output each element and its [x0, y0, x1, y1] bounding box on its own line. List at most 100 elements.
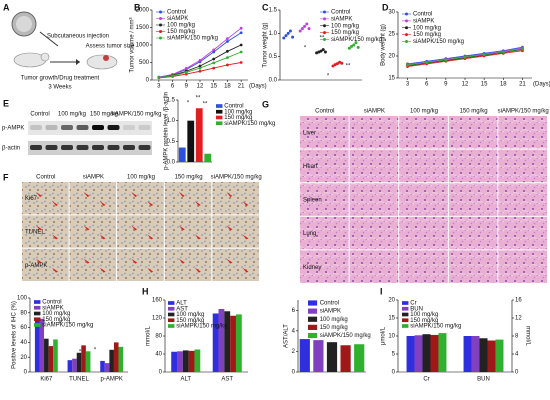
- point: [482, 53, 486, 57]
- point: [239, 31, 243, 35]
- legend-swatch: [216, 109, 223, 114]
- micrograph: [212, 248, 259, 281]
- bar: [230, 315, 236, 372]
- blot-band: [76, 145, 89, 150]
- y-tick-label: 25: [388, 32, 395, 38]
- arrow-marker: [83, 225, 90, 231]
- point: [239, 50, 243, 54]
- significance: *: [79, 350, 82, 356]
- schematic-text: Assess tumor size: [86, 44, 135, 50]
- legend-swatch: [402, 301, 409, 305]
- row-label: p-AMPK: [25, 263, 47, 269]
- x-unit: (Days): [249, 84, 267, 90]
- point: [319, 49, 323, 53]
- micrograph: [300, 183, 349, 216]
- legend-swatch: [168, 324, 175, 328]
- point: [282, 36, 286, 40]
- point: [331, 64, 335, 68]
- column-label: 100 mg/kg: [410, 109, 438, 115]
- point: [323, 50, 327, 54]
- micrograph: [399, 183, 448, 216]
- blot-band: [45, 125, 58, 130]
- schematic: A Subcutaneous injection Assess tumor si…: [3, 2, 135, 90]
- legend-swatch: [308, 332, 318, 339]
- legend-label: Control: [167, 10, 186, 16]
- x-tick-label: 18: [224, 84, 231, 90]
- point: [212, 61, 216, 65]
- significance: **: [196, 96, 201, 102]
- blot-band: [123, 125, 135, 130]
- arrow-marker: [99, 267, 106, 273]
- bar: [118, 346, 124, 372]
- significance: *: [94, 348, 97, 354]
- panel-label: F: [3, 172, 9, 182]
- point: [239, 43, 243, 47]
- arrow-marker: [147, 267, 154, 273]
- x-tick-label: 18: [500, 82, 507, 88]
- legend-label: siAMPK: [320, 309, 341, 315]
- arrow-marker: [147, 201, 154, 206]
- bar: [204, 153, 212, 162]
- panel-label: C: [262, 2, 269, 12]
- y-tick-label: 10: [388, 334, 395, 340]
- y-tick-label: 2000: [136, 8, 150, 14]
- legend-label: 150 mg/kg: [224, 115, 252, 121]
- bar: [212, 313, 219, 372]
- arrow-marker: [242, 267, 249, 273]
- blot-strip: [28, 141, 152, 155]
- mouse-icon: [40, 52, 50, 62]
- y-tick-label: 40: [20, 340, 27, 346]
- arrow-marker: [194, 201, 201, 206]
- legend-marker: [405, 19, 408, 23]
- bar: [171, 351, 178, 372]
- y-tick-label: 0: [159, 370, 163, 376]
- arrow-marker: [178, 225, 185, 231]
- significance: *: [51, 322, 54, 328]
- micrograph: [498, 116, 547, 149]
- legend-label: Control: [413, 12, 432, 18]
- bar: [109, 349, 114, 372]
- point: [286, 31, 290, 35]
- blot-band: [107, 125, 120, 130]
- micrograph: [448, 216, 498, 250]
- legend-swatch: [308, 324, 318, 330]
- panel-label: E: [3, 98, 9, 108]
- legend-marker: [323, 24, 326, 28]
- point: [226, 49, 229, 53]
- micrograph: [498, 216, 547, 250]
- y2-tick-label: 12: [515, 316, 522, 322]
- micrograph: [117, 248, 164, 281]
- point: [354, 41, 358, 45]
- x-tick-label: 15: [210, 84, 217, 90]
- x-tick-label: 12: [197, 84, 204, 90]
- micrograph: [498, 183, 547, 216]
- micrograph: [69, 182, 117, 215]
- micrograph: [117, 182, 164, 215]
- panel-label: H: [142, 286, 149, 296]
- legend-label: 150 mg/kg: [410, 318, 438, 324]
- legend-marker: [323, 38, 326, 41]
- legend-label: 100 mg/kg: [167, 23, 195, 29]
- y-tick-label: 1.0: [269, 31, 278, 37]
- legend-marker: [405, 33, 408, 37]
- legend-marker: [323, 17, 326, 21]
- bar: [104, 363, 110, 372]
- column-label: siAMPK: [364, 109, 385, 115]
- point: [198, 69, 202, 73]
- arrow-marker: [178, 192, 185, 197]
- micrograph: [498, 149, 547, 183]
- legend-label: 100 mg/kg: [320, 317, 348, 323]
- point: [288, 29, 292, 33]
- blot-band: [45, 145, 58, 150]
- point: [198, 64, 202, 68]
- micrograph: [164, 215, 212, 248]
- y2-tick-label: 4: [515, 352, 519, 358]
- bar: [113, 342, 119, 372]
- point: [300, 27, 304, 31]
- micrograph: [349, 116, 399, 149]
- bar: [406, 336, 415, 372]
- arrow-marker: [83, 192, 90, 197]
- point: [157, 76, 161, 79]
- micrograph: [349, 149, 399, 183]
